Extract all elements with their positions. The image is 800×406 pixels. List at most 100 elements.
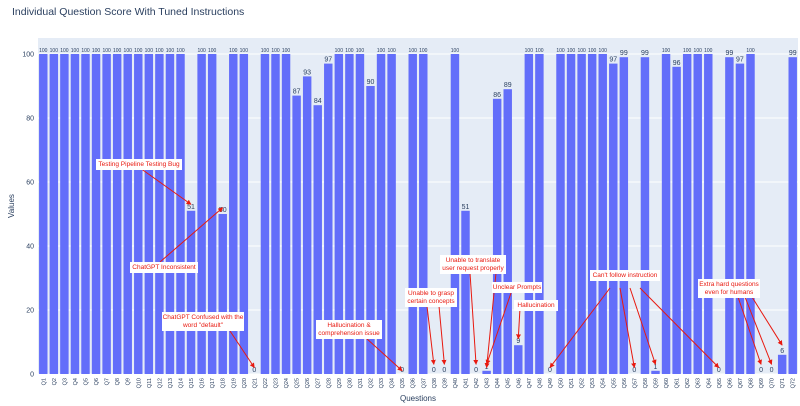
x-tick-label: Q68 <box>749 378 755 388</box>
x-tick-label: Q67 <box>738 378 744 388</box>
x-tick-label: Q14 <box>179 378 185 388</box>
x-tick-label: Q19 <box>231 378 237 388</box>
annotation-box <box>162 312 244 331</box>
annotation: Testing Pipeline Testing Bug <box>96 159 192 205</box>
bar <box>535 54 544 374</box>
bar-value-label: 96 <box>673 60 681 67</box>
chart-title: Individual Question Score With Tuned Ins… <box>12 6 244 18</box>
x-tick-label: Q4 <box>73 378 79 385</box>
bar-value-label: 100 <box>535 48 544 54</box>
annotation-arrow <box>365 337 403 372</box>
bar <box>176 54 185 374</box>
bar <box>619 57 629 374</box>
bar-value-label: 100 <box>335 48 344 54</box>
x-tick-label: Q44 <box>495 378 501 388</box>
annotation-arrow <box>629 287 657 365</box>
y-tick-label: 60 <box>26 180 34 187</box>
bar <box>197 54 206 374</box>
bar-value-label: 87 <box>293 89 301 96</box>
x-tick-label: Q32 <box>369 378 375 388</box>
bar <box>144 54 154 374</box>
bar <box>672 66 681 375</box>
bar <box>60 54 69 374</box>
bar-value-label: 0 <box>474 367 478 374</box>
bar-value-label: 89 <box>504 82 512 89</box>
bar-value-label: 51 <box>187 204 195 211</box>
y-axis-title: Values <box>7 194 16 218</box>
bar-value-label: 0 <box>442 367 446 374</box>
x-tick-label: Q22 <box>263 378 269 388</box>
bar <box>186 210 196 374</box>
bar-value-label: 97 <box>609 57 617 64</box>
bar-value-label: 6 <box>780 348 784 355</box>
bar-value-label: 100 <box>197 48 206 54</box>
bar-value-label: 100 <box>81 48 90 54</box>
bar-value-label: 9 <box>516 338 520 345</box>
bar-value-label: 0 <box>432 367 436 374</box>
x-axis-title: Questions <box>400 394 436 403</box>
x-tick-label: Q8 <box>115 378 121 385</box>
bar-value-label: 100 <box>588 48 597 54</box>
annotation: Can't follow instruction <box>549 270 720 369</box>
annotation-arrow <box>639 287 720 368</box>
bar-labels: 100 100 100 100 100 100 100 100 100 100 100 100 100 1… <box>39 48 797 374</box>
x-tick-label: Q9 <box>126 378 132 385</box>
annotation-arrow <box>516 307 522 340</box>
annotation: Unable to translate user request properly <box>440 255 506 369</box>
x-tick-label: Q46 <box>516 378 522 388</box>
bar <box>503 89 512 374</box>
bar <box>355 54 365 374</box>
annotation-box <box>316 320 382 339</box>
bar-value-label: 100 <box>282 48 291 54</box>
bar-value-label: 100 <box>345 48 354 54</box>
bar-value-label: 100 <box>155 48 164 54</box>
x-tick-label: Q41 <box>464 378 470 388</box>
y-tick-label: 80 <box>26 116 34 123</box>
bar <box>70 54 80 374</box>
annotation-arrow <box>229 330 255 369</box>
bar <box>419 54 428 374</box>
bars <box>39 54 797 375</box>
bar-value-label: 100 <box>356 48 365 54</box>
annotation-text: Unable to grasp certain concepts <box>407 290 455 305</box>
bar-value-label: 100 <box>113 48 122 54</box>
bar <box>704 54 713 374</box>
x-axis-ticks: Q1 Q2 Q3 Q4 Q5 Q6 Q7 Q8 Q9 Q10 Q11 Q12 Q13 Q14 Q15 Q16 Q… <box>41 378 796 388</box>
bar-value-label: 100 <box>419 48 428 54</box>
bar <box>746 54 755 374</box>
bar <box>492 98 502 375</box>
x-tick-label: Q30 <box>347 378 353 388</box>
x-tick-label: Q12 <box>157 378 163 388</box>
annotation-arrow <box>469 272 479 365</box>
bar-value-label: 100 <box>229 48 238 54</box>
bar-value-label: 100 <box>50 48 59 54</box>
bar-value-label: 100 <box>662 48 671 54</box>
bar-value-label: 100 <box>39 48 48 54</box>
annotation-arrow <box>438 305 447 365</box>
x-tick-label: Q53 <box>590 378 596 388</box>
bar-value-label: 100 <box>102 48 111 54</box>
bar <box>271 54 280 374</box>
x-tick-label: Q61 <box>675 378 681 388</box>
x-tick-label: Q18 <box>221 378 227 388</box>
bar <box>281 54 291 374</box>
bar <box>777 354 787 374</box>
annotation: Extra hard questions even for humans <box>698 279 783 365</box>
annotation-text: Hallucination <box>517 302 555 309</box>
x-tick-label: Q10 <box>136 378 142 388</box>
bar-value-label: 99 <box>620 50 628 57</box>
bar <box>155 54 164 374</box>
annotation-box <box>492 282 542 293</box>
x-tick-label: Q35 <box>400 378 406 388</box>
x-tick-label: Q65 <box>717 378 723 388</box>
annotation-box <box>590 270 660 281</box>
annotation-arrow <box>619 287 637 369</box>
x-tick-label: Q47 <box>527 378 533 388</box>
x-tick-label: Q60 <box>664 378 670 388</box>
bar-value-label: 100 <box>240 48 249 54</box>
annotation-text: ChatGPT Inconsistent <box>132 264 196 271</box>
annotation-arrow <box>737 296 762 365</box>
x-tick-label: Q64 <box>706 378 712 388</box>
annotation-box <box>130 262 198 273</box>
